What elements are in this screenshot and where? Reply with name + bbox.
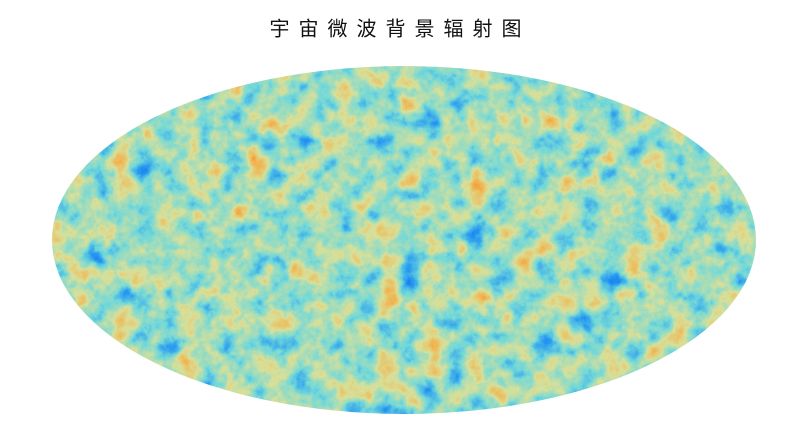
title: 宇宙微波背景辐射图: [270, 17, 531, 41]
cmb-map: [52, 66, 756, 414]
